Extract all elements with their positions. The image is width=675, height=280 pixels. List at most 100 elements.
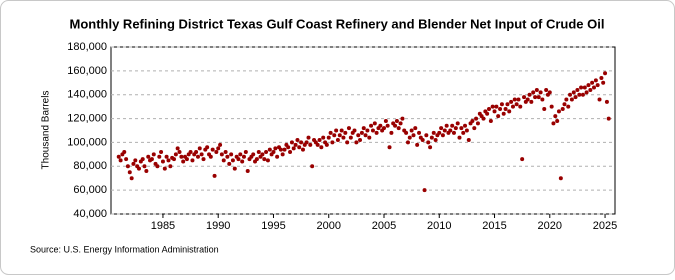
- point: [501, 111, 506, 116]
- point: [218, 142, 223, 147]
- point: [370, 128, 375, 133]
- x-tick-label: 1995: [261, 220, 285, 232]
- point: [542, 107, 547, 112]
- point: [219, 152, 224, 157]
- point: [280, 152, 285, 157]
- point: [420, 138, 425, 143]
- point: [328, 130, 333, 135]
- point: [440, 133, 445, 138]
- point: [337, 133, 342, 138]
- point: [278, 147, 283, 152]
- point: [398, 121, 403, 126]
- point: [538, 90, 543, 95]
- point: [503, 107, 508, 112]
- point: [346, 126, 351, 131]
- point: [166, 158, 171, 163]
- point: [475, 121, 480, 126]
- point: [520, 157, 525, 162]
- point: [466, 138, 471, 143]
- point: [116, 154, 121, 159]
- point: [580, 92, 585, 97]
- point: [457, 135, 462, 140]
- point: [142, 164, 147, 169]
- point: [157, 154, 162, 159]
- point: [282, 147, 287, 152]
- point: [212, 173, 217, 178]
- point: [448, 128, 453, 133]
- point: [179, 154, 184, 159]
- point: [531, 90, 536, 95]
- point: [396, 126, 401, 131]
- y-tick-label: 140,000: [67, 89, 107, 101]
- point: [308, 142, 313, 147]
- point: [227, 161, 232, 166]
- point: [173, 152, 178, 157]
- x-tick-label: 2010: [427, 220, 451, 232]
- point: [155, 164, 160, 169]
- point: [415, 142, 420, 147]
- point: [592, 85, 596, 90]
- point: [551, 121, 556, 126]
- point: [343, 130, 348, 135]
- point: [286, 145, 291, 150]
- point: [241, 154, 246, 159]
- point: [288, 149, 293, 154]
- point: [214, 149, 219, 154]
- point: [573, 95, 578, 100]
- point: [579, 85, 584, 90]
- point: [584, 90, 589, 95]
- point: [293, 142, 298, 147]
- point: [444, 123, 449, 128]
- point: [383, 118, 388, 123]
- point: [507, 109, 512, 114]
- point: [516, 97, 521, 102]
- point: [496, 114, 501, 119]
- point: [560, 107, 565, 112]
- point: [453, 126, 458, 131]
- point: [474, 116, 479, 121]
- point: [437, 130, 442, 135]
- point: [181, 159, 186, 164]
- point: [188, 149, 193, 154]
- point: [485, 111, 490, 116]
- y-tick-label: 40,000: [73, 208, 107, 220]
- point: [593, 78, 598, 83]
- point: [190, 158, 195, 163]
- point: [297, 145, 302, 150]
- point: [324, 142, 329, 147]
- point: [556, 109, 561, 114]
- point: [549, 104, 554, 109]
- point: [332, 133, 337, 138]
- point: [575, 87, 580, 92]
- point: [341, 135, 346, 140]
- point: [404, 130, 409, 135]
- point: [439, 126, 444, 131]
- point: [291, 146, 296, 151]
- x-tick-label: 2025: [593, 220, 617, 232]
- point: [310, 164, 315, 169]
- point: [315, 142, 320, 147]
- point: [378, 123, 383, 128]
- point: [481, 116, 486, 121]
- point: [394, 118, 399, 123]
- point: [199, 152, 204, 157]
- point: [534, 87, 539, 92]
- point: [149, 157, 154, 162]
- point: [505, 102, 510, 107]
- point: [208, 154, 213, 159]
- point: [335, 138, 340, 143]
- point: [547, 90, 552, 95]
- point: [597, 97, 602, 102]
- point: [133, 158, 138, 163]
- point: [429, 135, 434, 140]
- chart-title: Monthly Refining District Texas Gulf Coa…: [70, 16, 605, 31]
- point: [400, 116, 405, 121]
- point: [461, 130, 466, 135]
- point: [144, 169, 149, 174]
- point: [289, 140, 294, 145]
- point: [566, 104, 571, 109]
- x-tick-label: 2000: [316, 220, 340, 232]
- point: [590, 80, 595, 85]
- point: [304, 140, 309, 145]
